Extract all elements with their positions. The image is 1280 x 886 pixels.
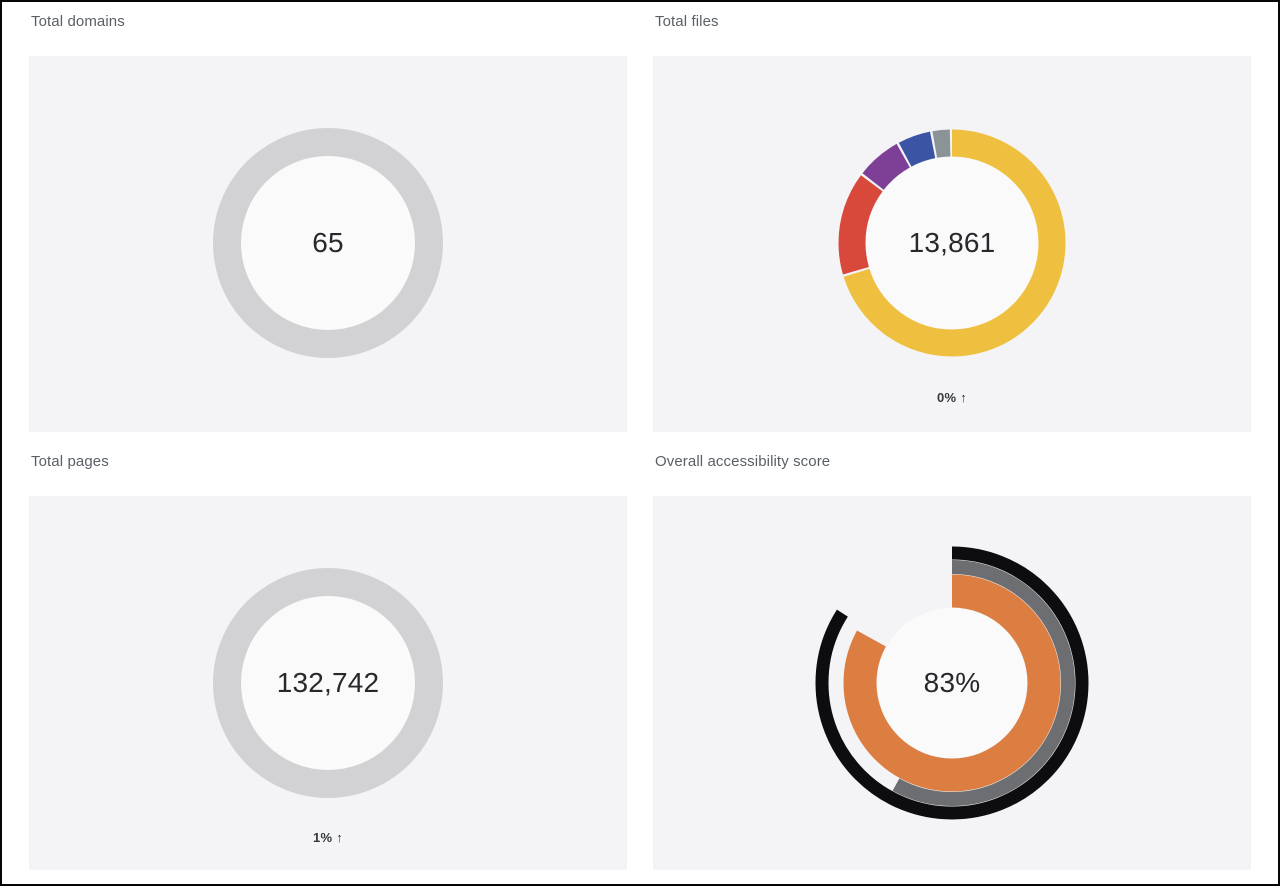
total-domains-title: Total domains (31, 13, 125, 30)
total-files-chart-area: 13,861 (802, 93, 1102, 393)
dashboard-grid: Total domains 65 Total files 13,861 0% ↑… (2, 2, 1278, 870)
total-pages-donut (213, 568, 443, 798)
total-domains-value: 65 (312, 227, 344, 258)
total-pages-card[interactable]: 132,742 1% ↑ (29, 496, 627, 870)
total-domains-card[interactable]: 65 (29, 56, 627, 432)
total-files-card[interactable]: 13,861 0% ↑ (653, 56, 1251, 432)
total-files-value: 13,861 (908, 227, 996, 258)
accessibility-score-value: 83% (923, 667, 981, 698)
total-pages-trend: 1% ↑ (312, 830, 344, 845)
total-files-title: Total files (655, 13, 719, 30)
accessibility-gauge-area: 83% (802, 533, 1102, 833)
accessibility-score-card[interactable]: 83% (653, 496, 1251, 870)
panel-accessibility-score: Overall accessibility score 83% (653, 432, 1251, 870)
total-pages-value: 132,742 (276, 667, 380, 698)
accessibility-score-title: Overall accessibility score (655, 453, 831, 470)
total-domains-chart-area: 65 (178, 93, 478, 393)
panel-total-files: Total files 13,861 0% ↑ (653, 13, 1251, 432)
total-files-donut (838, 129, 1066, 357)
panel-total-pages: Total pages 132,742 1% ↑ (29, 432, 627, 870)
total-domains-donut (213, 128, 443, 358)
accessibility-gauge (815, 546, 1089, 820)
panel-total-domains: Total domains 65 (29, 13, 627, 432)
total-pages-chart-area: 132,742 (178, 533, 478, 833)
total-pages-title: Total pages (31, 453, 109, 470)
total-files-trend: 0% ↑ (936, 390, 968, 405)
